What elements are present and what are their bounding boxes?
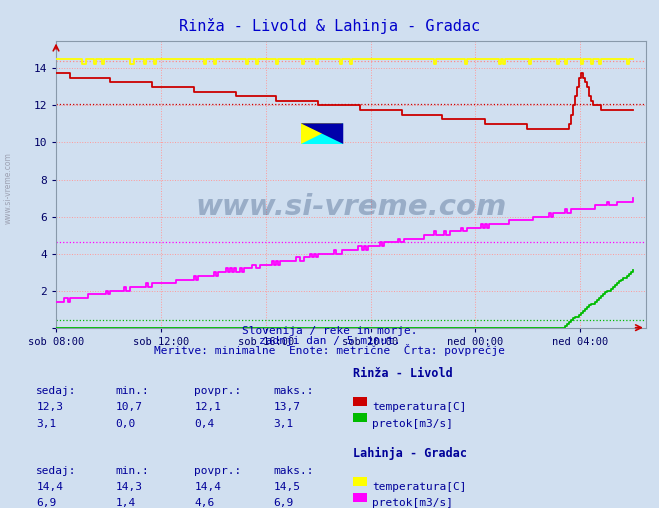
- Text: 12,1: 12,1: [194, 402, 221, 412]
- Text: temperatura[C]: temperatura[C]: [372, 402, 467, 412]
- Text: 13,7: 13,7: [273, 402, 301, 412]
- Text: www.si-vreme.com: www.si-vreme.com: [195, 193, 507, 221]
- Text: min.:: min.:: [115, 466, 149, 476]
- Text: 14,4: 14,4: [36, 482, 63, 492]
- Polygon shape: [301, 123, 343, 144]
- Text: 10,7: 10,7: [115, 402, 142, 412]
- Text: Rinža - Livold: Rinža - Livold: [353, 367, 452, 380]
- Text: 3,1: 3,1: [36, 419, 57, 429]
- Text: 12,3: 12,3: [36, 402, 63, 412]
- Text: Slovenija / reke in morje.: Slovenija / reke in morje.: [242, 326, 417, 336]
- Text: 14,3: 14,3: [115, 482, 142, 492]
- Text: 4,6: 4,6: [194, 498, 215, 508]
- Text: sedaj:: sedaj:: [36, 466, 76, 476]
- Text: pretok[m3/s]: pretok[m3/s]: [372, 498, 453, 508]
- Bar: [301, 123, 343, 144]
- Text: pretok[m3/s]: pretok[m3/s]: [372, 419, 453, 429]
- Text: Rinža - Livold & Lahinja - Gradac: Rinža - Livold & Lahinja - Gradac: [179, 18, 480, 34]
- Text: 0,0: 0,0: [115, 419, 136, 429]
- Text: maks.:: maks.:: [273, 386, 314, 396]
- Text: 6,9: 6,9: [36, 498, 57, 508]
- Polygon shape: [301, 123, 343, 144]
- Text: min.:: min.:: [115, 386, 149, 396]
- Text: 6,9: 6,9: [273, 498, 294, 508]
- Text: povpr.:: povpr.:: [194, 466, 242, 476]
- Text: 14,5: 14,5: [273, 482, 301, 492]
- Text: sedaj:: sedaj:: [36, 386, 76, 396]
- Text: temperatura[C]: temperatura[C]: [372, 482, 467, 492]
- Text: www.si-vreme.com: www.si-vreme.com: [3, 152, 13, 224]
- Text: maks.:: maks.:: [273, 466, 314, 476]
- Text: Meritve: minimalne  Enote: metrične  Črta: povprečje: Meritve: minimalne Enote: metrične Črta:…: [154, 344, 505, 356]
- Text: 3,1: 3,1: [273, 419, 294, 429]
- Text: povpr.:: povpr.:: [194, 386, 242, 396]
- Text: Lahinja - Gradac: Lahinja - Gradac: [353, 447, 467, 460]
- Text: 1,4: 1,4: [115, 498, 136, 508]
- Text: 0,4: 0,4: [194, 419, 215, 429]
- Text: zadnji dan / 5 minut.: zadnji dan / 5 minut.: [258, 336, 401, 346]
- Text: 14,4: 14,4: [194, 482, 221, 492]
